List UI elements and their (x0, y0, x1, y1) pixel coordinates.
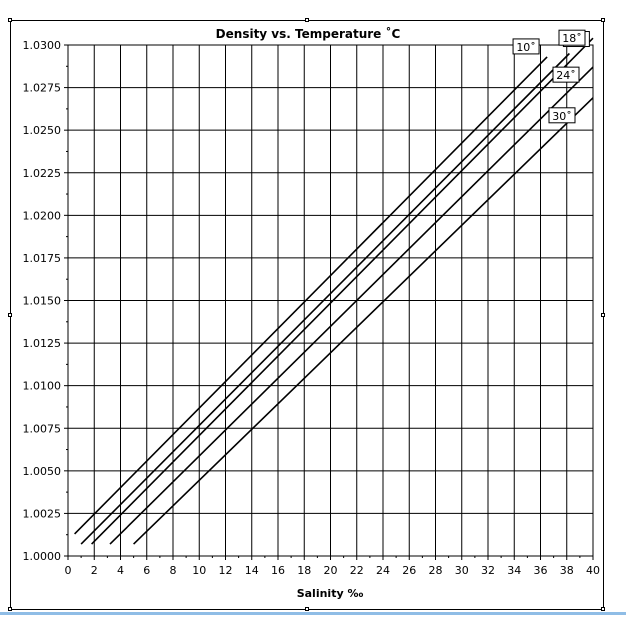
resize-handle[interactable] (601, 313, 605, 317)
resize-handle[interactable] (8, 18, 12, 22)
series-label-text: 10˚ (516, 41, 536, 54)
x-tick-label: 34 (507, 564, 521, 577)
series-lines (74, 37, 594, 545)
x-tick-label: 24 (376, 564, 390, 577)
chart-title: Density vs. Temperature ˚C (216, 26, 401, 41)
y-tick-label: 1.0300 (23, 39, 62, 52)
y-tick-label: 1.0175 (23, 252, 62, 265)
x-tick-label: 40 (586, 564, 600, 577)
series-label-text: 18˚ (562, 32, 582, 45)
series-label-box (558, 29, 586, 46)
x-axis-ticks: 0 2 4 6 8 10 12 14 16 18 20 22 24 26 28 30 32 34 36 38 40 (65, 556, 600, 577)
series-line-3 (91, 37, 594, 545)
series-line-4 (109, 66, 594, 545)
x-tick-label: 36 (534, 564, 548, 577)
resize-handle[interactable] (305, 18, 309, 22)
x-tick-label: 30 (455, 564, 469, 577)
resize-handle[interactable] (305, 607, 309, 611)
resize-handle[interactable] (601, 607, 605, 611)
series-label-box (512, 38, 540, 55)
y-tick-label: 1.0275 (23, 82, 62, 95)
grid-lines (68, 45, 593, 556)
series-label-text: 24˚ (556, 69, 576, 82)
series-label-5: 30˚ (548, 107, 576, 124)
series-line-1 (74, 56, 548, 535)
series-label-box (548, 107, 576, 124)
y-tick-label: 1.0225 (23, 167, 62, 180)
x-tick-label: 10 (192, 564, 206, 577)
x-tick-label: 38 (560, 564, 574, 577)
y-tick-label: 1.0125 (23, 337, 62, 350)
x-tick-label: 16 (271, 564, 285, 577)
x-tick-label: 2 (91, 564, 98, 577)
x-tick-label: 18 (297, 564, 311, 577)
y-tick-label: 1.0025 (23, 507, 62, 520)
y-tick-label: 1.0200 (23, 209, 62, 222)
x-tick-label: 4 (117, 564, 124, 577)
series-label-1: 10˚ (512, 38, 540, 55)
series-label-text: 30˚ (552, 110, 572, 123)
y-tick-label: 1.0075 (23, 422, 62, 435)
series-label-3: 18˚ (558, 29, 586, 46)
series-labels: 10˚15˚18˚24˚30˚ (512, 29, 590, 124)
resize-handle[interactable] (601, 18, 605, 22)
x-tick-label: 20 (324, 564, 338, 577)
series-line-2 (80, 52, 570, 545)
x-tick-label: 32 (481, 564, 495, 577)
x-tick-label: 14 (245, 564, 259, 577)
x-tick-label: 12 (219, 564, 233, 577)
y-tick-label: 1.0250 (23, 124, 62, 137)
x-tick-label: 0 (65, 564, 72, 577)
resize-handle[interactable] (8, 313, 12, 317)
y-axis-ticks: 1.0000 1.0025 1.0050 1.0075 1.0100 1.0125 1.01… (23, 39, 68, 563)
y-tick-label: 1.0000 (23, 550, 62, 563)
resize-handle[interactable] (8, 607, 12, 611)
x-tick-label: 22 (350, 564, 364, 577)
y-tick-label: 1.0150 (23, 295, 62, 308)
series-line-5 (133, 97, 594, 545)
x-axis-label: Salinity ‰ (297, 587, 364, 600)
status-strip (0, 612, 626, 635)
series-label-4: 24˚ (552, 66, 580, 83)
x-tick-label: 26 (402, 564, 416, 577)
series-label-box (552, 66, 580, 83)
y-tick-label: 1.0050 (23, 465, 62, 478)
x-tick-label: 8 (170, 564, 177, 577)
y-tick-label: 1.0100 (23, 380, 62, 393)
x-tick-label: 6 (143, 564, 150, 577)
x-tick-label: 28 (429, 564, 443, 577)
